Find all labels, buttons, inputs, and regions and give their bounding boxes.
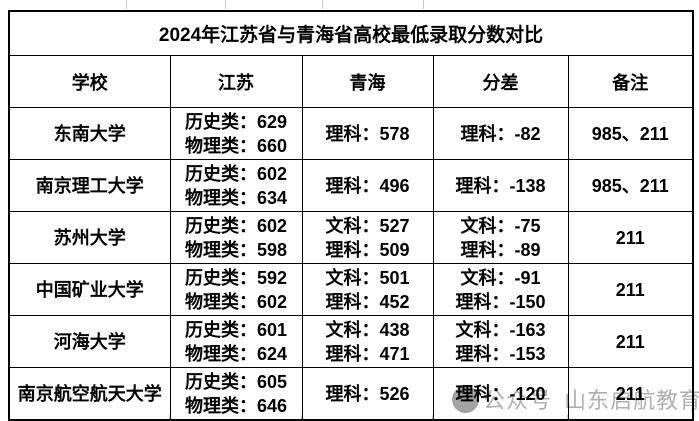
score-line: 文科：-163 — [455, 319, 546, 340]
gridline-stub — [126, 0, 127, 9]
jiangsu-cell: 历史类：629 物理类：660 — [169, 107, 303, 160]
score-line: 物理类：634 — [184, 187, 288, 208]
score-line: 物理类：598 — [184, 239, 288, 260]
table-row: 苏州大学 历史类：602 物理类：598 文科：527 理科：509 文科：-7… — [8, 211, 694, 264]
column-header-school: 学校 — [8, 55, 171, 108]
score-line: 理科：-153 — [455, 343, 546, 364]
score-line: 理科：496 — [325, 175, 410, 196]
note-cell: 985、211 — [567, 159, 694, 212]
column-header-jiangsu: 江苏 — [169, 55, 303, 108]
score-line: 理科：-120 — [455, 383, 546, 404]
score-line: 理科：578 — [325, 123, 410, 144]
table-row: 东南大学 历史类：629 物理类：660 理科：578 理科：-82 985、2… — [8, 107, 694, 160]
gridline-stub — [423, 0, 424, 9]
jiangsu-cell: 历史类：602 物理类：598 — [169, 211, 303, 264]
score-line: 理科：452 — [325, 291, 410, 312]
school-cell: 苏州大学 — [8, 211, 171, 264]
qinghai-cell: 理科：496 — [301, 159, 434, 212]
school-cell: 河海大学 — [8, 315, 171, 368]
gridline-stub — [322, 0, 323, 9]
note-cell: 211 — [567, 263, 694, 316]
score-line: 物理类：660 — [184, 135, 288, 156]
qinghai-cell: 文科：438 理科：471 — [301, 315, 434, 368]
school-cell: 南京航空航天大学 — [8, 367, 171, 421]
score-line: 历史类：592 — [184, 267, 288, 288]
score-line: 历史类：602 — [184, 163, 288, 184]
qinghai-cell: 文科：527 理科：509 — [301, 211, 434, 264]
gridline-stub — [225, 0, 226, 9]
jiangsu-cell: 历史类：605 物理类：646 — [169, 367, 303, 421]
table-title: 2024年江苏省与青海省高校最低录取分数对比 — [8, 10, 694, 56]
jiangsu-cell: 历史类：592 物理类：602 — [169, 263, 303, 316]
column-header-qinghai: 青海 — [301, 55, 434, 108]
score-line: 历史类：629 — [184, 111, 288, 132]
score-line: 理科：471 — [325, 343, 410, 364]
note-cell: 211 — [567, 315, 694, 368]
gap-cell: 文科：-91 理科：-150 — [432, 263, 569, 316]
qinghai-cell: 理科：578 — [301, 107, 434, 160]
score-line: 历史类：602 — [184, 215, 288, 236]
table-row: 中国矿业大学 历史类：592 物理类：602 文科：501 理科：452 文科：… — [8, 263, 694, 316]
score-line: 历史类：601 — [184, 319, 288, 340]
jiangsu-cell: 历史类：602 物理类：634 — [169, 159, 303, 212]
column-header-note: 备注 — [567, 55, 694, 108]
school-cell: 东南大学 — [8, 107, 171, 160]
score-line: 理科：-138 — [455, 175, 546, 196]
score-comparison-table: 2024年江苏省与青海省高校最低录取分数对比 学校 江苏 青海 分差 备注 东南… — [8, 10, 695, 421]
score-line: 理科：509 — [325, 239, 410, 260]
note-cell: 211 — [567, 367, 694, 421]
gap-cell: 文科：-75 理科：-89 — [432, 211, 569, 264]
score-line: 理科：-89 — [460, 239, 541, 260]
table-row: 河海大学 历史类：601 物理类：624 文科：438 理科：471 文科：-1… — [8, 315, 694, 368]
score-line: 文科：527 — [325, 215, 410, 236]
table-row: 南京航空航天大学 历史类：605 物理类：646 理科：526 理科：-120 … — [8, 367, 694, 421]
score-line: 理科：526 — [325, 383, 410, 404]
school-cell: 南京理工大学 — [8, 159, 171, 212]
note-cell: 211 — [567, 211, 694, 264]
score-line: 物理类：646 — [184, 395, 288, 416]
qinghai-cell: 理科：526 — [301, 367, 434, 421]
note-cell: 985、211 — [567, 107, 694, 160]
school-cell: 中国矿业大学 — [8, 263, 171, 316]
column-header-gap: 分差 — [432, 55, 569, 108]
score-line: 文科：-75 — [460, 215, 541, 236]
score-line: 物理类：602 — [184, 291, 288, 312]
jiangsu-cell: 历史类：601 物理类：624 — [169, 315, 303, 368]
score-line: 物理类：624 — [184, 343, 288, 364]
score-line: 文科：501 — [325, 267, 410, 288]
score-line: 理科：-82 — [460, 123, 541, 144]
gap-cell: 理科：-138 — [432, 159, 569, 212]
score-line: 文科：438 — [325, 319, 410, 340]
score-line: 理科：-150 — [455, 291, 546, 312]
score-line: 历史类：605 — [184, 371, 288, 392]
gap-cell: 理科：-120 — [432, 367, 569, 421]
qinghai-cell: 文科：501 理科：452 — [301, 263, 434, 316]
gap-cell: 文科：-163 理科：-153 — [432, 315, 569, 368]
table-row: 南京理工大学 历史类：602 物理类：634 理科：496 理科：-138 98… — [8, 159, 694, 212]
score-line: 文科：-91 — [460, 267, 541, 288]
gap-cell: 理科：-82 — [432, 107, 569, 160]
